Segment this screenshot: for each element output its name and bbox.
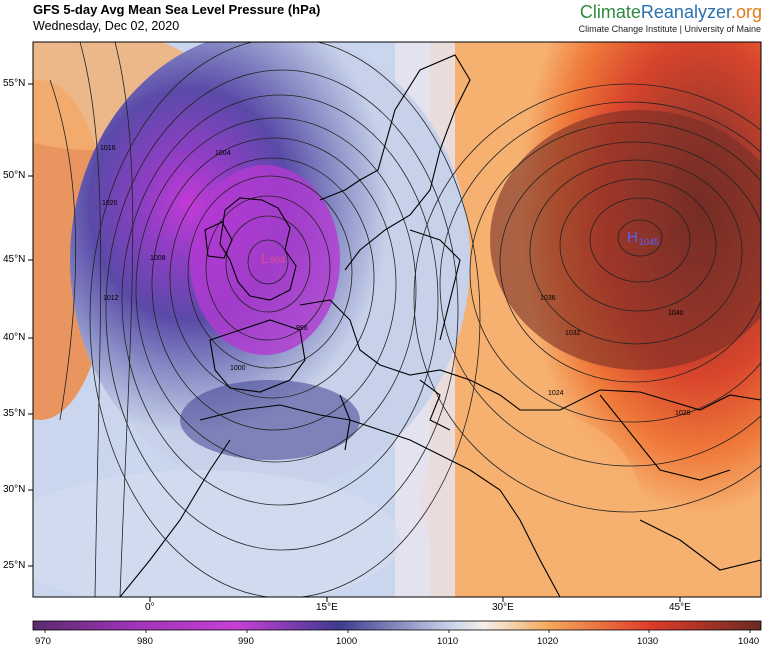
colorbar [32,620,762,631]
colorbar-label: 970 [35,636,51,647]
lon-ticks [149,597,681,602]
colorbar-label: 1020 [537,636,559,647]
contour-label: 1024 [548,390,564,397]
lat-label: 55°N [3,78,26,89]
lat-label: 30°N [3,484,26,495]
contour-labels: 1016 1020 1012 1008 1004 1000 996 1032 1… [100,145,691,417]
contour-label: 1032 [565,330,581,337]
contour-label: 1004 [215,150,231,157]
colorbar-ticks [44,630,751,633]
logo-part-2: Reanalyzer [640,2,731,22]
isobars-west [49,42,134,597]
contour-label: 1016 [100,145,116,152]
colorbar-label: 1030 [637,636,659,647]
lat-label: 40°N [3,332,26,343]
colorbar-label: 1010 [437,636,459,647]
contour-label: 1000 [230,365,246,372]
chart-title: GFS 5-day Avg Mean Sea Level Pressure (h… [33,2,321,17]
map-frame [32,41,762,598]
contour-label: 1020 [102,200,118,207]
lat-label: 25°N [3,560,26,571]
climate-reanalyzer-logo[interactable]: ClimateReanalyzer.org [580,2,762,23]
lat-label: 50°N [3,170,26,181]
high-center-value: 1045 [639,237,659,247]
contour-label: 1012 [103,295,119,302]
contour-label: 996 [296,325,308,332]
lat-label: 45°N [3,254,26,265]
high-center-letter: H [627,229,638,246]
logo-subtitle: Climate Change Institute | University of… [578,24,761,34]
low-center-letter: L [261,250,269,266]
contour-label: 1008 [150,255,166,262]
chart-date: Wednesday, Dec 02, 2020 [33,19,180,33]
contour-label: 1036 [540,295,556,302]
contour-label: 1028 [675,410,691,417]
lon-label: 15°E [316,602,338,613]
contour-label: 1040 [668,310,684,317]
lat-ticks [28,83,33,567]
logo-part-3: .org [730,2,762,22]
colorbar-label: 990 [238,636,254,647]
lat-label: 35°N [3,408,26,419]
colorbar-label: 980 [137,636,153,647]
lon-label: 30°E [492,602,514,613]
coastlines [119,54,761,597]
lon-label: 0° [145,602,155,613]
low-center-value: 994 [270,255,285,265]
isobars-low [89,42,481,597]
lon-label: 45°E [669,602,691,613]
colorbar-label: 1000 [336,636,358,647]
map-field [33,42,761,597]
logo-part-1: Climate [579,2,641,22]
colorbar-label: 1040 [738,636,760,647]
isobars-high [413,83,761,513]
